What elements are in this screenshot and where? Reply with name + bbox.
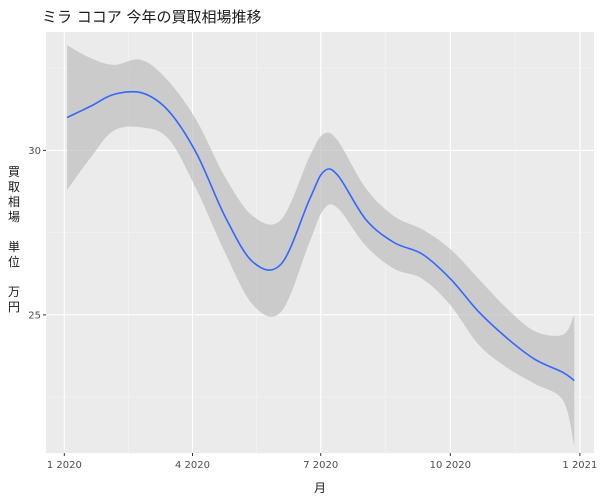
y-axis-ticks: 25 30 (28, 146, 46, 321)
y-axis-title-char: 万 (8, 285, 20, 299)
y-axis-title-char: 場 (8, 210, 20, 224)
x-axis-ticks: 1 2020 4 2020 7 2020 10 2020 1 2021 (47, 453, 597, 471)
y-axis-title-char: 位 (8, 254, 20, 269)
data-point (308, 199, 310, 201)
confidence-band (67, 45, 575, 447)
x-tick-label: 1 2021 (562, 460, 597, 471)
data-point (167, 110, 169, 112)
data-point (252, 261, 254, 263)
x-tick-label: 7 2020 (303, 460, 338, 471)
data-point (534, 358, 536, 360)
y-tick-label: 30 (28, 146, 41, 157)
data-point (336, 174, 338, 176)
y-tick-label: 25 (28, 310, 41, 321)
data-point (393, 241, 395, 243)
y-axis-title-char: 取 (8, 180, 20, 194)
data-point (562, 371, 564, 373)
y-axis-title-char: 相 (8, 195, 20, 209)
data-point (449, 277, 451, 279)
x-tick-label: 4 2020 (175, 460, 210, 471)
chart-title: ミラ ココア 今年の買取相場推移 (42, 8, 262, 26)
y-axis-title-char: 単 (8, 240, 20, 254)
data-point (322, 171, 324, 173)
y-axis-title-char: 買 (8, 165, 20, 179)
data-point (477, 310, 479, 312)
data-point (90, 105, 92, 107)
data-point (66, 116, 68, 118)
x-tick-label: 10 2020 (430, 460, 471, 471)
data-point (365, 218, 367, 220)
data-point (224, 215, 226, 217)
trend-line (66, 90, 575, 382)
data-point (573, 379, 575, 381)
x-axis-title: 月 (314, 481, 326, 495)
data-point (112, 93, 114, 95)
data-point (505, 337, 507, 339)
data-point (141, 92, 143, 94)
data-point (421, 253, 423, 255)
grid-major (46, 32, 594, 453)
data-point (196, 152, 198, 154)
data-point (280, 263, 282, 265)
y-axis-title-char: 円 (8, 300, 20, 314)
x-tick-label: 1 2020 (47, 460, 82, 471)
